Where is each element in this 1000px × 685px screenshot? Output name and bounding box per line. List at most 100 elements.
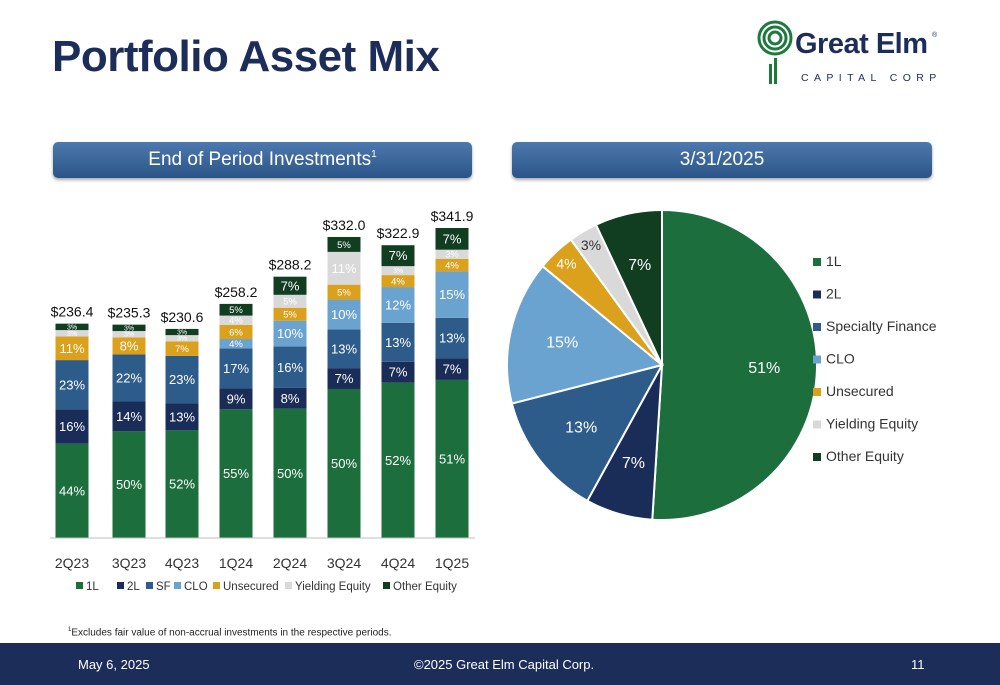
pie-slice-other-equity bbox=[594, 208, 663, 366]
bar-label-1l-2Q24: 50% bbox=[277, 466, 303, 481]
bar-label-yielding-equity-4Q24: 3% bbox=[393, 268, 403, 275]
bar-segment-1l-3Q23 bbox=[112, 431, 146, 538]
bar-segment-unsecured-2Q24 bbox=[273, 307, 307, 321]
bar-segment-1l-4Q24 bbox=[381, 382, 415, 538]
bar-total-label-2Q23: $236.4 bbox=[51, 304, 94, 320]
bar-label-2l-1Q25: 7% bbox=[443, 362, 462, 377]
bar-label-yielding-equity-3Q24: 11% bbox=[331, 261, 356, 276]
bar-segment-unsecured-1Q25 bbox=[435, 259, 469, 272]
bar-segment-yielding-equity-3Q24 bbox=[327, 251, 361, 285]
bar-label-yielding-equity-2Q24: 5% bbox=[283, 297, 297, 308]
bar-label-unsecured-3Q24: 5% bbox=[337, 287, 351, 298]
bar-label-2l-2Q23: 16% bbox=[59, 419, 85, 434]
pie-legend-label-yielding-equity: Yielding Equity bbox=[826, 416, 918, 432]
legend-swatch-1l bbox=[76, 582, 83, 589]
bar-total-label-3Q23: $235.3 bbox=[108, 305, 151, 321]
pie-slice-specialty-finance bbox=[510, 363, 664, 503]
pie-label-clo: 15% bbox=[546, 335, 578, 352]
legend-swatch-unsecured bbox=[213, 582, 220, 589]
bar-segment-sf-4Q24 bbox=[381, 322, 415, 362]
bar-segment-yielding-equity-4Q23 bbox=[165, 335, 199, 342]
bar-segment-1l-1Q24 bbox=[219, 409, 253, 538]
bar-label-unsecured-1Q25: 4% bbox=[445, 261, 459, 272]
bar-label-sf-3Q23: 22% bbox=[116, 371, 142, 386]
bar-segment-1l-2Q24 bbox=[273, 408, 307, 538]
pie-legend-swatch-yielding-equity bbox=[813, 420, 821, 429]
bar-segment-other-equity-2Q24 bbox=[273, 276, 307, 295]
bar-label-unsecured-2Q23: 11% bbox=[59, 341, 84, 356]
pie-legend-label-2l: 2L bbox=[826, 286, 842, 302]
bar-segment-sf-3Q24 bbox=[327, 329, 361, 369]
bar-segment-2l-3Q23 bbox=[112, 401, 146, 432]
bar-segment-clo-1Q24 bbox=[219, 339, 253, 349]
footer-copyright: ©2025 Great Elm Capital Corp. bbox=[414, 657, 595, 672]
x-tick-label-2Q23: 2Q23 bbox=[55, 555, 89, 571]
pie-legend-label-other-equity: Other Equity bbox=[826, 448, 904, 464]
bar-segment-yielding-equity-3Q23 bbox=[112, 331, 146, 338]
pie-slice-1l bbox=[651, 208, 818, 521]
bar-label-sf-1Q24: 17% bbox=[223, 361, 249, 376]
bar-label-other-equity-1Q24: 5% bbox=[229, 305, 243, 316]
bar-label-sf-4Q23: 23% bbox=[169, 372, 195, 387]
bar-segment-yielding-equity-2Q23 bbox=[55, 330, 89, 337]
bar-label-other-equity-4Q23: 3% bbox=[177, 329, 187, 336]
bar-label-other-equity-2Q24: 7% bbox=[281, 278, 300, 293]
legend-label-sf: SF bbox=[156, 581, 171, 593]
footnote: 1Excludes fair value of non-accrual inve… bbox=[68, 627, 392, 638]
logo-wordmark: Great Elm bbox=[795, 28, 928, 60]
bar-label-1l-3Q24: 50% bbox=[331, 456, 357, 471]
x-tick-label-1Q25: 1Q25 bbox=[435, 555, 469, 571]
bar-label-unsecured-1Q24: 6% bbox=[229, 327, 243, 338]
bar-segment-2l-1Q24 bbox=[219, 388, 253, 410]
bar-label-unsecured-4Q23: 7% bbox=[175, 344, 189, 355]
bar-segment-clo-3Q24 bbox=[327, 299, 361, 330]
bar-segment-unsecured-3Q23 bbox=[112, 337, 146, 355]
bar-label-1l-4Q23: 52% bbox=[169, 477, 195, 492]
bar-label-1l-4Q24: 52% bbox=[385, 453, 411, 468]
bar-label-clo-4Q24: 12% bbox=[385, 298, 411, 313]
x-tick-label-1Q24: 1Q24 bbox=[219, 555, 253, 571]
bar-label-1l-1Q25: 51% bbox=[439, 452, 465, 467]
bar-segment-2l-2Q24 bbox=[273, 387, 307, 409]
bar-total-label-1Q24: $258.2 bbox=[215, 284, 258, 300]
page-number: 11 bbox=[911, 657, 925, 672]
bar-label-other-equity-2Q23: 3% bbox=[67, 324, 77, 331]
bar-label-unsecured-2Q24: 5% bbox=[283, 310, 297, 321]
pie-label-specialty-finance: 13% bbox=[565, 420, 597, 437]
bar-segment-1l-1Q25 bbox=[435, 379, 469, 538]
x-tick-label-3Q23: 3Q23 bbox=[112, 555, 146, 571]
legend-label-1l: 1L bbox=[86, 581, 99, 593]
footnote-marker: 1 bbox=[68, 627, 72, 633]
bar-segment-unsecured-2Q23 bbox=[55, 336, 89, 361]
bar-segment-clo-2Q24 bbox=[273, 320, 307, 347]
bar-label-other-equity-4Q24: 7% bbox=[389, 248, 408, 263]
footnote-text: Excludes fair value of non-accrual inves… bbox=[71, 627, 392, 639]
x-tick-label-4Q23: 4Q23 bbox=[165, 555, 199, 571]
bar-segment-1l-4Q23 bbox=[165, 430, 199, 538]
pie-label-1l: 51% bbox=[748, 360, 780, 377]
bar-segment-1l-3Q24 bbox=[327, 388, 361, 538]
bar-segment-sf-1Q24 bbox=[219, 348, 253, 389]
company-logo: Great Elm ® CAPITAL CORP bbox=[757, 18, 942, 90]
pie-legend-label-clo: CLO bbox=[826, 351, 855, 367]
bar-label-sf-3Q24: 13% bbox=[331, 341, 357, 356]
left-chart-banner: End of Period Investments 1 bbox=[53, 142, 472, 178]
bar-segment-2l-3Q24 bbox=[327, 368, 361, 389]
bar-total-label-2Q24: $288.2 bbox=[269, 257, 312, 273]
x-tick-label-3Q24: 3Q24 bbox=[327, 555, 361, 571]
elm-tree-icon bbox=[757, 20, 793, 84]
bar-total-label-4Q24: $322.9 bbox=[377, 225, 420, 241]
pie-label-2l: 7% bbox=[622, 455, 645, 472]
bar-segment-yielding-equity-1Q24 bbox=[219, 315, 253, 325]
bar-segment-unsecured-1Q24 bbox=[219, 324, 253, 340]
bar-segment-yielding-equity-4Q24 bbox=[381, 266, 415, 276]
bar-segment-other-equity-3Q23 bbox=[112, 324, 146, 332]
bar-label-sf-1Q25: 13% bbox=[439, 331, 465, 346]
bar-segment-sf-3Q23 bbox=[112, 354, 146, 402]
bar-label-1l-2Q23: 44% bbox=[59, 483, 85, 498]
bar-segment-sf-2Q23 bbox=[55, 360, 89, 410]
bar-label-2l-1Q24: 9% bbox=[227, 391, 246, 406]
legend-swatch-other-equity bbox=[383, 582, 390, 589]
left-banner-footnote-marker: 1 bbox=[371, 148, 377, 160]
legend-label-other-equity: Other Equity bbox=[393, 581, 457, 593]
